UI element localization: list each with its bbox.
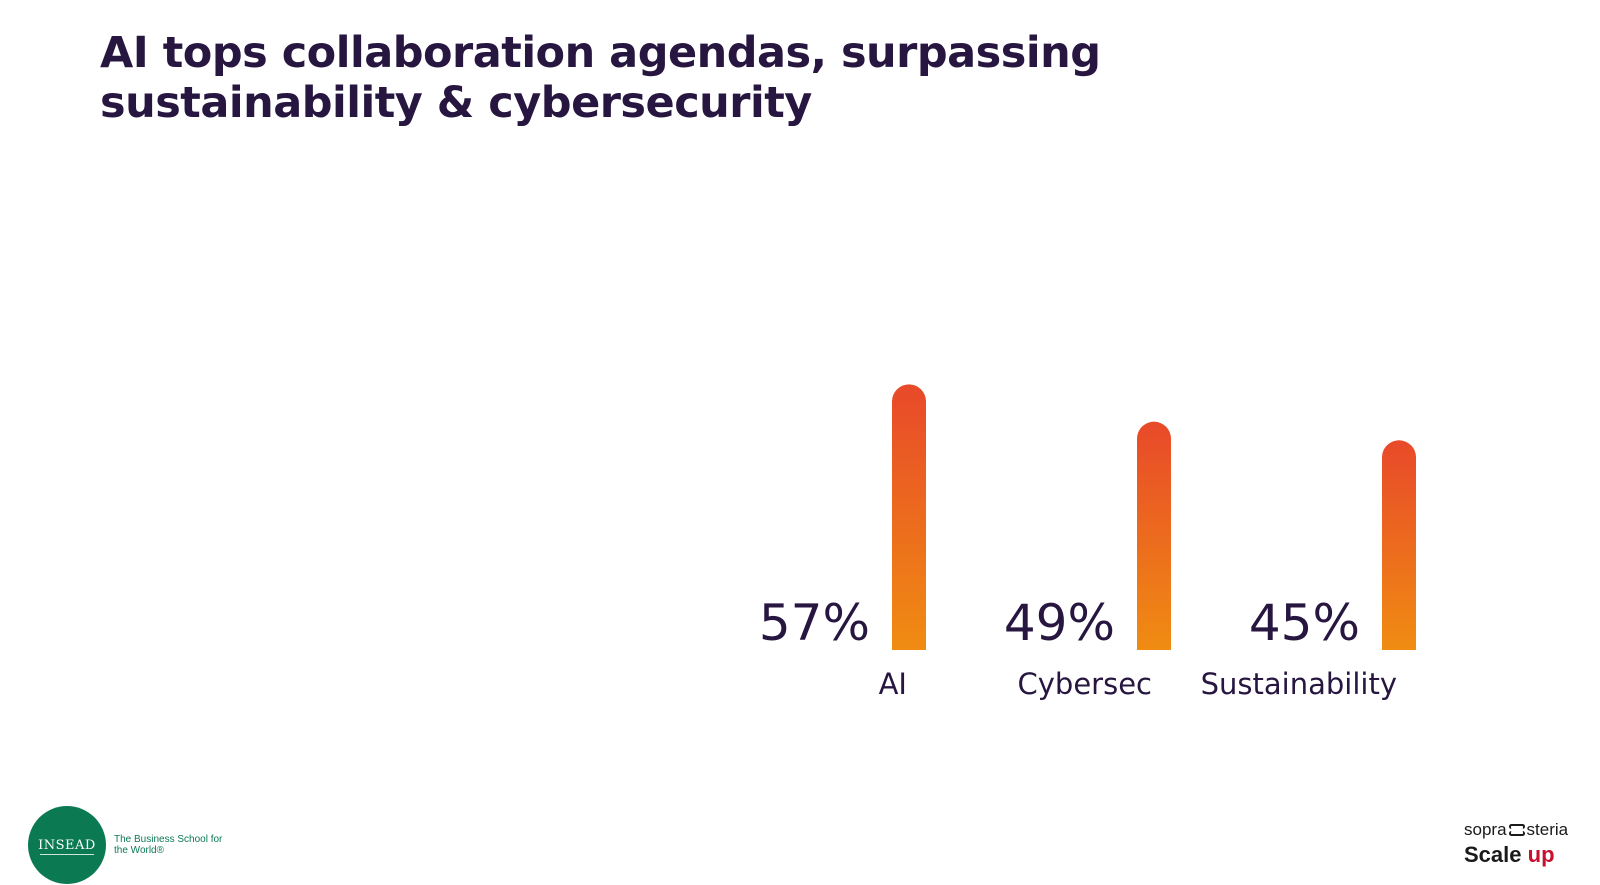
sopra-text: sopra bbox=[1464, 820, 1507, 839]
sopra-steria-icon bbox=[1508, 824, 1526, 836]
insead-logo: INSEAD bbox=[28, 806, 106, 884]
category-label-ai: AI bbox=[879, 667, 907, 701]
scale-up-logo: Scale up bbox=[1464, 842, 1594, 868]
bar-cybersec bbox=[1137, 421, 1171, 650]
value-label-cybersec: 49% bbox=[1004, 594, 1115, 652]
value-label-sustainability: 45% bbox=[1249, 594, 1360, 652]
page-title: AI tops collaboration agendas, surpassin… bbox=[100, 28, 1101, 128]
steria-text: steria bbox=[1526, 820, 1569, 839]
category-label-sustainability: Sustainability bbox=[1201, 667, 1397, 701]
insead-branding: INSEAD The Business School for the World… bbox=[28, 806, 224, 884]
value-label-ai: 57% bbox=[759, 594, 870, 652]
scale-text: Scale bbox=[1464, 842, 1522, 867]
sopra-steria-logo: sopra steria bbox=[1464, 820, 1594, 840]
bar-ai bbox=[892, 384, 926, 650]
insead-tagline: The Business School for the World® bbox=[114, 834, 223, 856]
insead-logo-text: INSEAD bbox=[38, 837, 96, 853]
bar-sustainability bbox=[1382, 440, 1416, 650]
up-text: up bbox=[1527, 842, 1555, 867]
sopra-steria-branding: sopra steria Scale up bbox=[1464, 820, 1594, 868]
category-label-cybersec: Cybersec bbox=[1018, 667, 1152, 701]
